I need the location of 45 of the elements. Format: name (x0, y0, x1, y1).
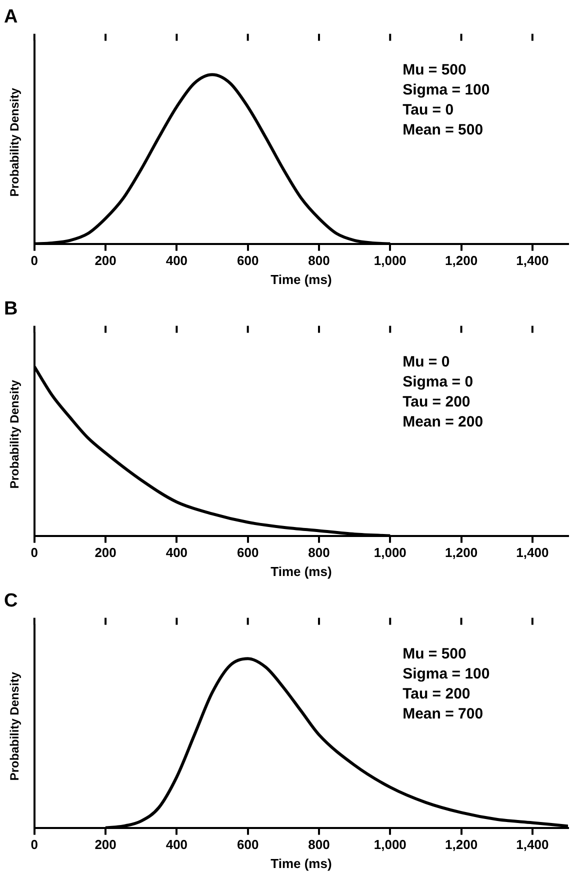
x-tick-label: 400 (166, 837, 188, 852)
annotation: Mu = 500 (402, 61, 466, 78)
annotation: Sigma = 100 (402, 81, 490, 98)
x-tick-label: 200 (94, 545, 116, 560)
x-tick-label: 400 (166, 253, 188, 268)
annotation: Tau = 0 (402, 101, 454, 118)
x-tick-label: 200 (94, 253, 116, 268)
x-tick-label: 800 (308, 837, 330, 852)
x-tick-label: 1,000 (374, 253, 406, 268)
annotation: Sigma = 100 (402, 665, 490, 682)
annotation: Tau = 200 (402, 685, 470, 702)
annotation: Sigma = 0 (402, 373, 474, 390)
annotation: Mu = 0 (402, 353, 450, 370)
x-tick-label: 1,200 (445, 253, 478, 268)
x-tick-label: 600 (236, 253, 259, 268)
chart-title: A (4, 6, 18, 28)
x-tick-label: 0 (30, 253, 38, 268)
y-axis-title: Probability Density (8, 672, 22, 781)
chart-title: B (4, 298, 18, 320)
x-tick-label: 400 (166, 545, 188, 560)
annotation: Tau = 200 (402, 393, 470, 410)
x-tick-label: 0 (30, 545, 38, 560)
x-tick-label: 600 (236, 837, 259, 852)
annotation: Mean = 700 (402, 705, 484, 722)
annotation: Mean = 500 (402, 121, 484, 138)
x-tick-label: 1,000 (374, 545, 406, 560)
x-tick-label: 1,200 (445, 837, 478, 852)
x-tick-label: 1,400 (516, 253, 549, 268)
x-tick-label: 1,400 (516, 545, 549, 560)
x-tick-label: 1,000 (374, 837, 406, 852)
x-tick-label: 600 (236, 545, 259, 560)
x-axis-title: Time (ms) (270, 564, 332, 579)
x-tick-label: 1,200 (445, 545, 478, 560)
x-tick-label: 1,400 (516, 837, 549, 852)
x-tick-label: 800 (308, 253, 330, 268)
chart-title: C (4, 590, 18, 612)
annotation: Mean = 200 (402, 413, 484, 430)
x-tick-label: 200 (94, 837, 116, 852)
x-axis-title: Time (ms) (270, 272, 332, 287)
x-axis-title: Time (ms) (270, 856, 332, 871)
y-axis-title: Probability Density (8, 88, 22, 197)
x-tick-label: 0 (30, 837, 38, 852)
y-axis-title: Probability Density (8, 380, 22, 489)
x-tick-label: 800 (308, 545, 330, 560)
annotation: Mu = 500 (402, 645, 466, 662)
